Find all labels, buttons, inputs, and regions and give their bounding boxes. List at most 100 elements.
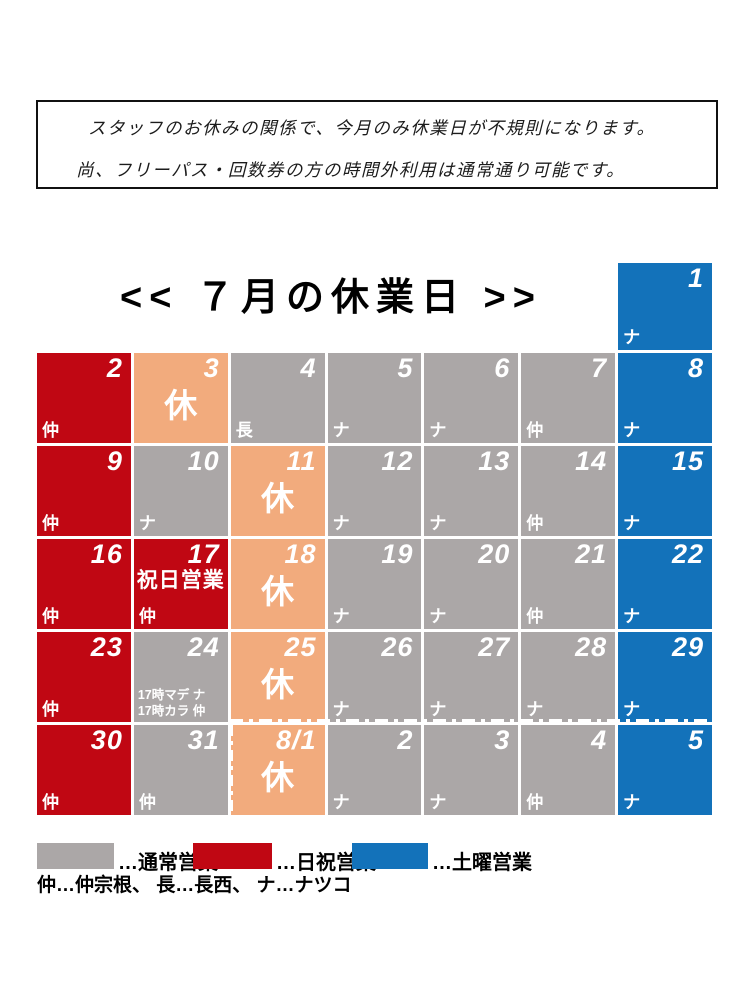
day-number: 25 bbox=[284, 632, 317, 662]
cell-center-label: 祝日営業 bbox=[136, 568, 225, 592]
day-number: 5 bbox=[397, 353, 414, 383]
day-number: 19 bbox=[381, 539, 414, 569]
staff-mark: 仲 bbox=[42, 793, 59, 812]
staff-mark: ナ bbox=[138, 514, 156, 533]
calendar-cell: 19 ナ bbox=[327, 539, 422, 629]
legend-label-saturday: …土曜営業 bbox=[432, 852, 532, 874]
calendar-cell: 5 ナ bbox=[618, 725, 712, 815]
cell-center-label: 休 bbox=[164, 386, 198, 424]
legend-swatch-normal bbox=[37, 843, 114, 869]
calendar-cell: 30 仲 bbox=[37, 725, 131, 815]
staff-mark: ナ bbox=[623, 514, 641, 533]
staff-mark: ナ bbox=[429, 607, 447, 626]
cell-notes: 17時マデ ナ 17時カラ 仲 bbox=[137, 687, 206, 718]
staff-mark: ナ bbox=[332, 514, 350, 533]
day-number: 2 bbox=[106, 353, 123, 383]
calendar-cell: 13 ナ bbox=[424, 446, 519, 536]
day-number: 3 bbox=[203, 353, 220, 383]
legend-label-holiday: …日祝営業 bbox=[276, 852, 376, 874]
calendar-cell: 29 ナ bbox=[618, 632, 712, 722]
staff-mark: 仲 bbox=[42, 421, 59, 440]
day-number: 20 bbox=[478, 539, 511, 569]
staff-mark: 仲 bbox=[526, 421, 544, 440]
july-august-divider-horizontal bbox=[230, 719, 712, 724]
day-number: 21 bbox=[575, 539, 608, 569]
calendar-cell: 9 仲 bbox=[37, 446, 131, 536]
notice-line-1: スタッフのお休みの関係で、今月のみ休業日が不規則になります。 bbox=[88, 118, 656, 138]
day-number: 26 bbox=[381, 632, 414, 662]
staff-mark: 仲 bbox=[138, 793, 156, 812]
calendar-cell: 4 仲 bbox=[521, 725, 616, 815]
cell-center-label: 休 bbox=[261, 572, 295, 610]
calendar-cell: 2 仲 bbox=[37, 353, 131, 443]
day-number: 29 bbox=[671, 632, 704, 662]
staff-mark: 仲 bbox=[526, 793, 544, 812]
staff-mark: ナ bbox=[332, 793, 350, 812]
calendar-cell: 21 仲 bbox=[521, 539, 616, 629]
day-number: 31 bbox=[187, 725, 220, 755]
staff-mark: ナ bbox=[429, 793, 447, 812]
staff-mark: ナ bbox=[623, 700, 641, 719]
page-title: << ７月の休業日 >> bbox=[120, 277, 542, 319]
day-number: 4 bbox=[591, 725, 608, 755]
calendar-cell: 26 ナ bbox=[327, 632, 422, 722]
day-number: 11 bbox=[286, 446, 317, 476]
calendar-cell: 8 ナ bbox=[618, 353, 712, 443]
calendar-cell: 7 仲 bbox=[521, 353, 616, 443]
staff-mark: 長 bbox=[235, 421, 253, 440]
calendar-cell: 24 17時マデ ナ 17時カラ 仲 bbox=[133, 632, 228, 722]
calendar-cell: 23 仲 bbox=[37, 632, 131, 722]
calendar-cell: 8/1 休 bbox=[230, 725, 325, 815]
day-number: 22 bbox=[671, 539, 704, 569]
staff-mark: ナ bbox=[526, 700, 544, 719]
day-number: 1 bbox=[687, 263, 704, 293]
calendar-cell: 15 ナ bbox=[618, 446, 712, 536]
day-number: 4 bbox=[300, 353, 317, 383]
calendar-cell: 6 ナ bbox=[424, 353, 519, 443]
calendar-cell: 18 休 bbox=[230, 539, 325, 629]
day-number: 7 bbox=[591, 353, 608, 383]
staff-mark: 仲 bbox=[138, 607, 156, 626]
staff-mark: 仲 bbox=[42, 514, 59, 533]
staff-mark: 仲 bbox=[42, 607, 59, 626]
calendar-grid: 1 ナ 2 仲 3 休 4 長 5 ナ 6 ナ 7 仲 8 ナ bbox=[37, 263, 712, 815]
day-number: 8 bbox=[687, 353, 704, 383]
staff-mark: ナ bbox=[429, 421, 447, 440]
calendar-cell: 28 ナ bbox=[521, 632, 616, 722]
calendar-cell: 3 休 bbox=[133, 353, 228, 443]
staff-mark: 仲 bbox=[526, 607, 544, 626]
staff-mark: ナ bbox=[623, 328, 641, 347]
legend-swatch-saturday bbox=[352, 843, 428, 869]
day-number: 8/1 bbox=[276, 725, 317, 755]
calendar-cell: 5 ナ bbox=[327, 353, 422, 443]
day-number: 30 bbox=[90, 725, 123, 755]
day-number: 3 bbox=[494, 725, 511, 755]
day-number: 10 bbox=[187, 446, 220, 476]
cell-center-label: 休 bbox=[261, 665, 295, 703]
day-number: 2 bbox=[397, 725, 414, 755]
calendar-cell: 3 ナ bbox=[424, 725, 519, 815]
staff-mark: ナ bbox=[429, 514, 447, 533]
staff-mark: ナ bbox=[332, 700, 350, 719]
calendar-cell: 12 ナ bbox=[327, 446, 422, 536]
calendar-cell: 22 ナ bbox=[618, 539, 712, 629]
day-number: 9 bbox=[106, 446, 123, 476]
calendar-cell: 20 ナ bbox=[424, 539, 519, 629]
day-number: 5 bbox=[687, 725, 704, 755]
calendar-cell: 2 ナ bbox=[327, 725, 422, 815]
staff-mark: ナ bbox=[623, 607, 641, 626]
notice-box: スタッフのお休みの関係で、今月のみ休業日が不規則になります。 尚、フリーパス・回… bbox=[36, 100, 718, 189]
calendar-cell: 16 仲 bbox=[37, 539, 131, 629]
day-number: 28 bbox=[575, 632, 608, 662]
staff-mark: 仲 bbox=[42, 700, 59, 719]
staff-mark: ナ bbox=[623, 793, 641, 812]
calendar-cell: 11 休 bbox=[230, 446, 325, 536]
calendar-cell: 27 ナ bbox=[424, 632, 519, 722]
staff-mark: ナ bbox=[623, 421, 641, 440]
staff-mark: ナ bbox=[332, 607, 350, 626]
day-number: 18 bbox=[284, 539, 317, 569]
cell-center-label: 休 bbox=[261, 479, 295, 517]
calendar-cell: 17 祝日営業 仲 bbox=[133, 539, 228, 629]
staff-mark: 仲 bbox=[526, 514, 544, 533]
